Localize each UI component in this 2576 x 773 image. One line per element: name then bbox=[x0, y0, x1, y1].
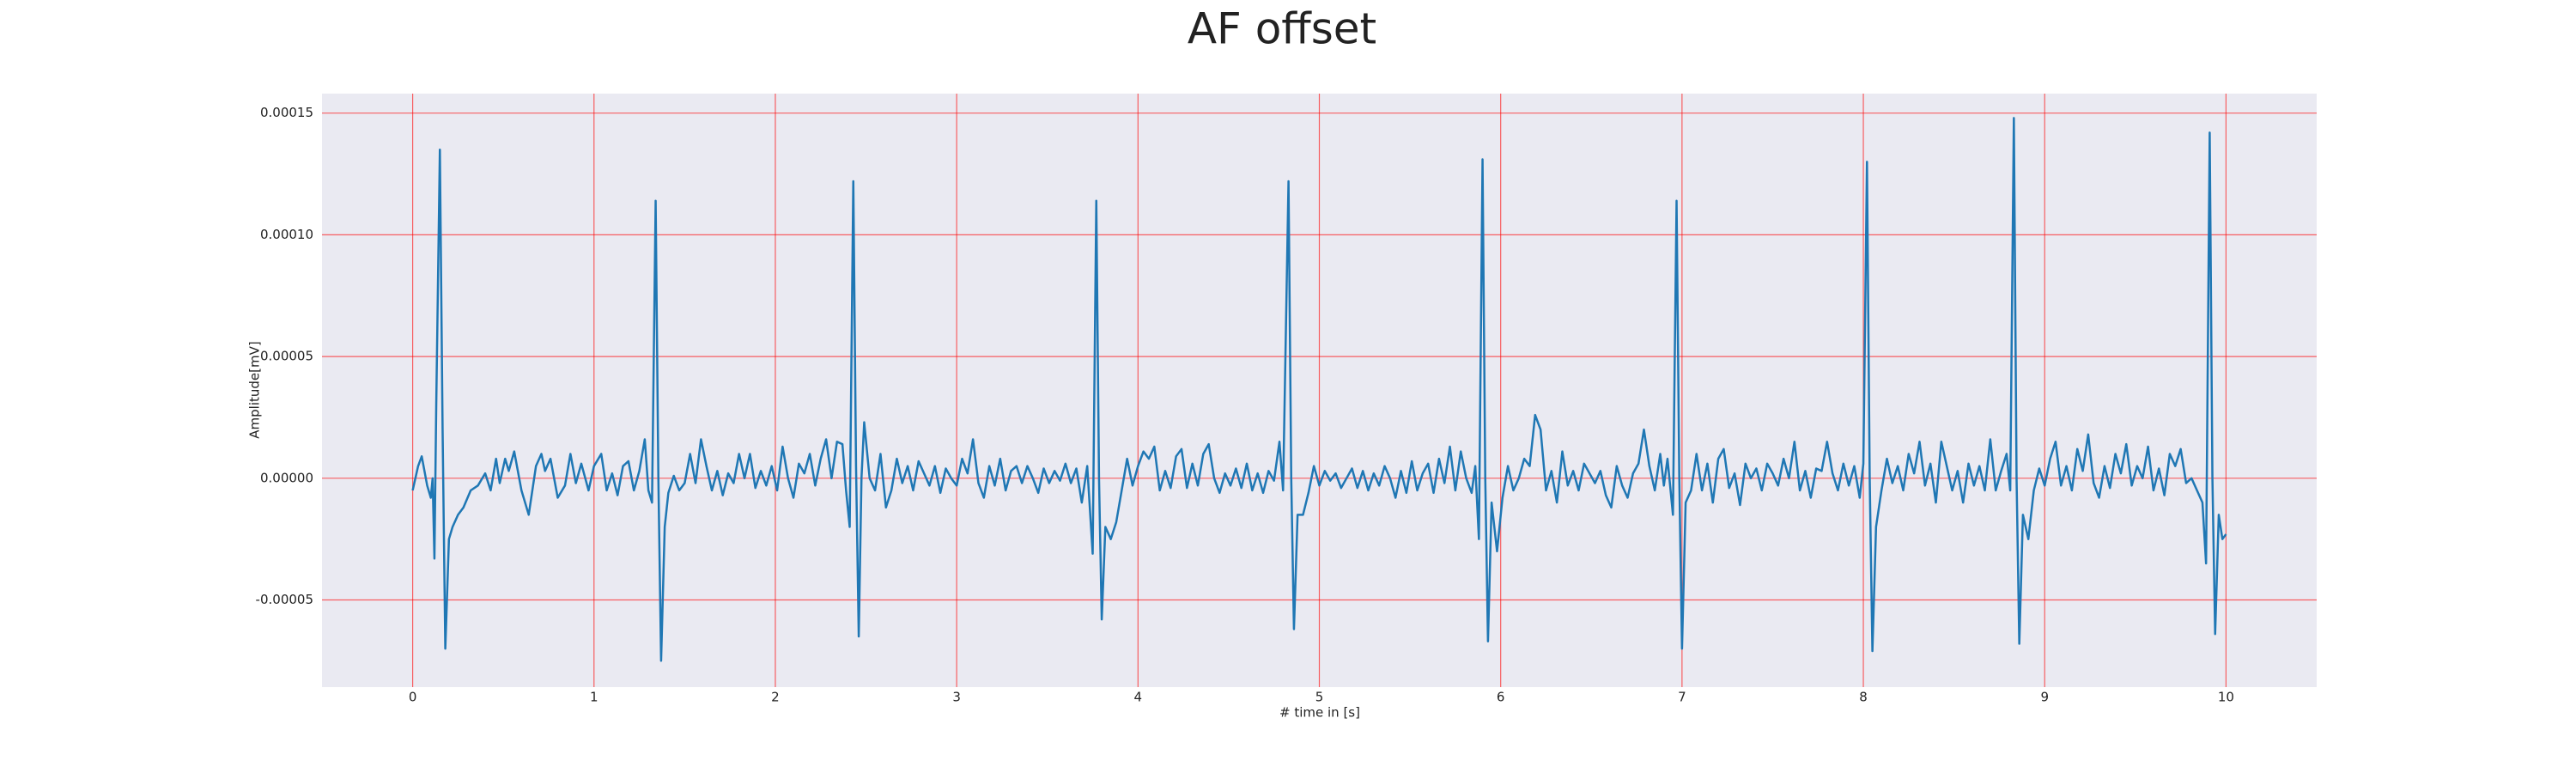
x-tick-label: 6 bbox=[1497, 690, 1505, 705]
y-tick-label: -0.00005 bbox=[256, 592, 313, 607]
x-tick-label: 9 bbox=[2040, 690, 2049, 705]
x-tick-label: 7 bbox=[1678, 690, 1686, 705]
x-tick-label: 8 bbox=[1859, 690, 1868, 705]
x-tick-label: 1 bbox=[590, 690, 598, 705]
y-axis-label: Amplitude[mV] bbox=[247, 341, 263, 438]
x-tick-label: 5 bbox=[1315, 690, 1324, 705]
y-tick-label: 0.00005 bbox=[260, 349, 313, 364]
x-tick-label: 2 bbox=[771, 690, 780, 705]
x-tick-label: 4 bbox=[1134, 690, 1143, 705]
y-tick-label: 0.00015 bbox=[260, 105, 313, 120]
ecg-line bbox=[411, 117, 2227, 662]
x-tick-label: 10 bbox=[2218, 690, 2234, 705]
y-tick-label: 0.00010 bbox=[260, 227, 313, 242]
x-tick-label: 3 bbox=[952, 690, 961, 705]
y-tick-label: 0.00000 bbox=[260, 470, 313, 485]
x-axis-label: # time in [s] bbox=[1279, 705, 1360, 721]
x-tick-label: 0 bbox=[409, 690, 417, 705]
chart-title: AF offset bbox=[1188, 4, 1376, 54]
